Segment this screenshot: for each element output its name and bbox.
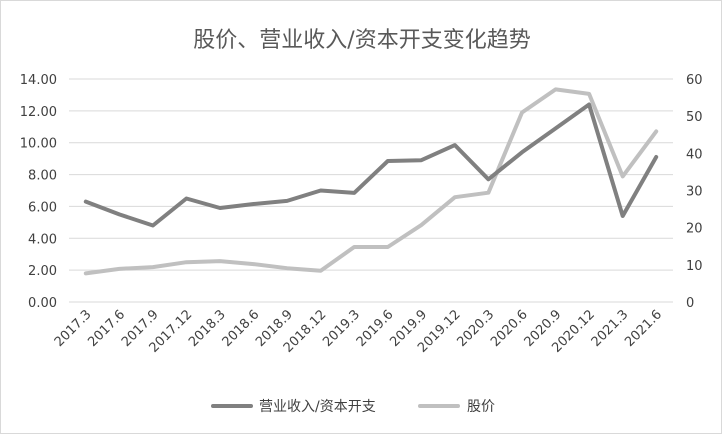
series-line-1 — [83, 87, 659, 276]
chart-title: 股价、营业收入/资本开支变化趋势 — [193, 28, 530, 53]
legend-label-1: 股价 — [467, 399, 495, 415]
right-tick-label: 0 — [686, 296, 694, 311]
left-axis-ticks: 0.00 2.00 4.00 6.00 8.00 10.00 12.00 14.00 — [20, 73, 57, 311]
legend: 营业收入/资本开支 股价 — [211, 399, 495, 415]
left-tick-label: 14.00 — [20, 73, 57, 88]
left-tick-label: 12.00 — [20, 105, 57, 120]
series-layer — [83, 87, 659, 276]
left-tick-label: 6.00 — [28, 200, 57, 215]
right-tick-label: 10 — [686, 259, 703, 274]
left-tick-label: 4.00 — [28, 232, 57, 247]
right-tick-label: 60 — [686, 73, 703, 88]
left-tick-label: 8.00 — [28, 169, 57, 184]
left-tick-label: 2.00 — [28, 264, 57, 279]
right-tick-label: 20 — [686, 222, 703, 237]
gridlines — [69, 78, 673, 303]
right-tick-label: 50 — [686, 110, 703, 125]
left-tick-label: 0.00 — [28, 296, 57, 311]
left-tick-label: 10.00 — [20, 137, 57, 152]
x-axis-ticks: 2017.32017.62017.92017.122018.32018.6201… — [52, 307, 665, 356]
series-line-0 — [83, 102, 659, 228]
legend-label-0: 营业收入/资本开支 — [259, 399, 376, 415]
right-tick-label: 30 — [686, 185, 703, 200]
right-axis-ticks: 0 10 20 30 40 50 60 — [686, 73, 703, 311]
x-tick-label: 2021.6 — [622, 307, 665, 350]
right-tick-label: 40 — [686, 147, 703, 162]
